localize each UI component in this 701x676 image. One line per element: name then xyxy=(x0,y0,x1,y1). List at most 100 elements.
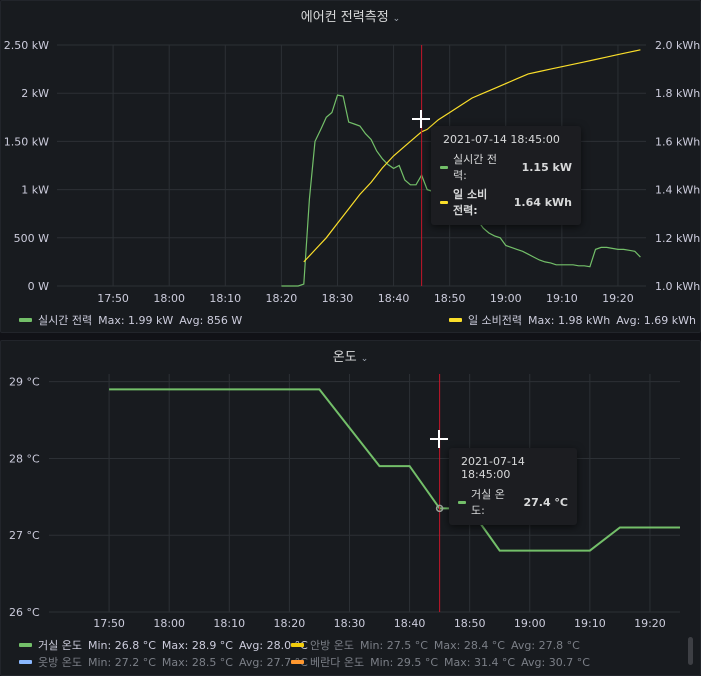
tooltip-row: 실시간 전력: 1.15 kW xyxy=(440,151,572,183)
legend-avg: Avg: 27.8 °C xyxy=(511,638,580,652)
x-tick-label: 18:40 xyxy=(378,292,410,305)
legend-avg: Avg: 28.0 °C xyxy=(239,638,308,652)
y-left-tick-label: 1.50 kW xyxy=(4,135,49,148)
y-right-tick-label: 1.8 kWh xyxy=(655,87,700,100)
legend-avg: Avg: 27.7 °C xyxy=(239,655,308,669)
power-panel: 에어컨 전력측정 ⌄ 0 W 500 W 1 kW 1.50 kW 2 kW 2.50 kW… xyxy=(0,0,701,333)
legend-swatch xyxy=(291,643,304,647)
chevron-down-icon[interactable]: ⌄ xyxy=(360,354,369,364)
panel-title: 온도 xyxy=(332,350,357,365)
y-right-tick-label: 1.2 kWh xyxy=(655,232,700,245)
y-right-tick-label: 1.4 kWh xyxy=(655,184,700,197)
tooltip-series-value: 1.64 kWh xyxy=(513,195,572,209)
x-tick-label: 19:20 xyxy=(634,617,666,630)
legend-name: 일 소비전력 xyxy=(467,314,523,327)
tooltip-series-name: 실시간 전력: xyxy=(453,153,497,182)
x-tick-label: 19:00 xyxy=(490,292,522,305)
y-right-tick-label: 2.0 kWh xyxy=(655,39,700,52)
y-left-tick-label: 2.50 kW xyxy=(4,39,49,52)
crosshair-cursor-icon xyxy=(412,110,430,128)
legend-item-bedroom[interactable]: 안방 온도 Min: 27.5 °C Max: 28.4 °C Avg: 27.… xyxy=(291,637,586,653)
tooltip-time: 2021-07-14 18:45:00 xyxy=(461,455,525,481)
legend-swatch xyxy=(448,318,462,322)
tooltip-series-name: 거실 온도: xyxy=(471,488,505,517)
y-right-tick-label: 1.0 kWh xyxy=(655,280,700,293)
legend-name: 거실 온도 xyxy=(38,639,82,652)
y-left-tick-label: 2 kW xyxy=(21,87,49,100)
x-tick-label: 19:10 xyxy=(546,292,578,305)
legend-item-balcony[interactable]: 베란다 온도 Min: 29.5 °C Max: 31.4 °C Avg: 30… xyxy=(291,654,596,670)
hover-point-marker xyxy=(435,504,444,513)
temperature-chart[interactable]: 26 °C 27 °C 28 °C 29 °C 17:50 18:00 18:10 18:20… xyxy=(1,341,700,675)
legend-max: Max: 1.98 kWh xyxy=(528,313,611,327)
tooltip-swatch xyxy=(458,500,466,504)
crosshair-cursor-icon xyxy=(430,430,448,448)
legend-swatch xyxy=(291,660,304,664)
power-chart[interactable]: 0 W 500 W 1 kW 1.50 kW 2 kW 2.50 kW 1.0 kWh 1.2… xyxy=(1,1,700,332)
y-tick-label: 26 °C xyxy=(9,606,40,619)
legend-name: 베란다 온도 xyxy=(310,656,365,669)
chevron-down-icon[interactable]: ⌄ xyxy=(392,14,401,24)
x-tick-label: 18:30 xyxy=(334,617,366,630)
legend-max: Max: 31.4 °C xyxy=(444,655,516,669)
x-tick-label: 18:20 xyxy=(274,617,306,630)
y-tick-label: 27 °C xyxy=(9,529,40,542)
x-tick-label: 18:00 xyxy=(153,292,185,305)
legend-avg: Avg: 1.69 kWh xyxy=(616,313,696,327)
x-tick-label: 18:40 xyxy=(394,617,426,630)
scrollbar[interactable] xyxy=(688,637,693,665)
hover-tooltip: 2021-07-14 18:45:00 실시간 전력: 1.15 kW 일 소비… xyxy=(431,126,581,225)
legend-max: Max: 28.9 °C xyxy=(161,638,233,652)
legend-avg: Avg: 30.7 °C xyxy=(521,655,590,669)
legend-item-dressroom[interactable]: 옷방 온도 Min: 27.2 °C Max: 28.5 °C Avg: 27.… xyxy=(19,654,314,670)
tooltip-series-name: 일 소비전력: xyxy=(453,188,488,217)
legend-name: 안방 온도 xyxy=(310,639,354,652)
x-tick-label: 18:10 xyxy=(209,292,241,305)
y-right-tick-label: 1.6 kWh xyxy=(655,135,700,148)
y-tick-label: 28 °C xyxy=(9,452,40,465)
legend-max: Max: 28.5 °C xyxy=(161,655,233,669)
tooltip-time: 2021-07-14 18:45:00 xyxy=(443,133,560,146)
legend-min: Min: 29.5 °C xyxy=(370,655,438,669)
temperature-panel: 온도 ⌄ 26 °C 27 °C 28 °C 29 °C 17:50 18:00 18:10 1… xyxy=(0,340,701,676)
legend-swatch xyxy=(19,643,32,647)
y-left-tick-label: 1 kW xyxy=(21,184,49,197)
x-tick-label: 18:10 xyxy=(213,617,245,630)
x-tick-label: 18:20 xyxy=(266,292,298,305)
x-tick-label: 17:50 xyxy=(97,292,129,305)
legend-item-living-room[interactable]: 거실 온도 Min: 26.8 °C Max: 28.9 °C Avg: 28.… xyxy=(19,637,314,653)
x-tick-label: 19:00 xyxy=(514,617,546,630)
legend-max: Max: 28.4 °C xyxy=(433,638,505,652)
tooltip-swatch xyxy=(440,200,448,204)
legend-name: 실시간 전력 xyxy=(38,314,93,327)
panel-title-menu[interactable]: 온도 ⌄ xyxy=(1,346,700,365)
x-tick-label: 19:20 xyxy=(602,292,634,305)
tooltip-row: 일 소비전력: 1.64 kWh xyxy=(440,186,572,218)
series-line xyxy=(109,388,680,552)
legend-min: Min: 27.5 °C xyxy=(359,638,428,652)
y-tick-label: 29 °C xyxy=(9,376,40,389)
legend-max: Max: 1.99 kW xyxy=(98,313,174,327)
legend-min: Min: 27.2 °C xyxy=(87,655,156,669)
legend-name: 옷방 온도 xyxy=(38,656,82,669)
tooltip-series-value: 27.4 °C xyxy=(523,495,568,509)
x-tick-label: 18:50 xyxy=(434,292,466,305)
x-tick-label: 18:50 xyxy=(454,617,486,630)
hover-tooltip: 2021-07-14 18:45:00 거실 온도: 27.4 °C xyxy=(449,448,577,525)
series-line xyxy=(303,49,641,263)
tooltip-swatch xyxy=(440,165,448,169)
y-left-tick-label: 0 W xyxy=(28,280,49,293)
panel-title-menu[interactable]: 에어컨 전력측정 ⌄ xyxy=(1,6,700,25)
legend-min: Min: 26.8 °C xyxy=(87,638,156,652)
x-tick-label: 18:00 xyxy=(153,617,185,630)
panel-title: 에어컨 전력측정 xyxy=(300,10,389,25)
x-tick-label: 18:30 xyxy=(322,292,354,305)
legend-item-daily-consumption[interactable]: 일 소비전력 Max: 1.98 kWh Avg: 1.69 kWh xyxy=(448,312,696,328)
tooltip-row: 거실 온도: 27.4 °C xyxy=(458,486,568,518)
legend-item-realtime-power[interactable]: 실시간 전력 Max: 1.99 kW Avg: 856 W xyxy=(19,312,248,328)
legend-avg: Avg: 856 W xyxy=(179,313,243,327)
tooltip-series-value: 1.15 kW xyxy=(521,160,572,174)
x-tick-label: 19:10 xyxy=(574,617,606,630)
legend-swatch xyxy=(19,660,32,664)
x-tick-label: 17:50 xyxy=(93,617,125,630)
